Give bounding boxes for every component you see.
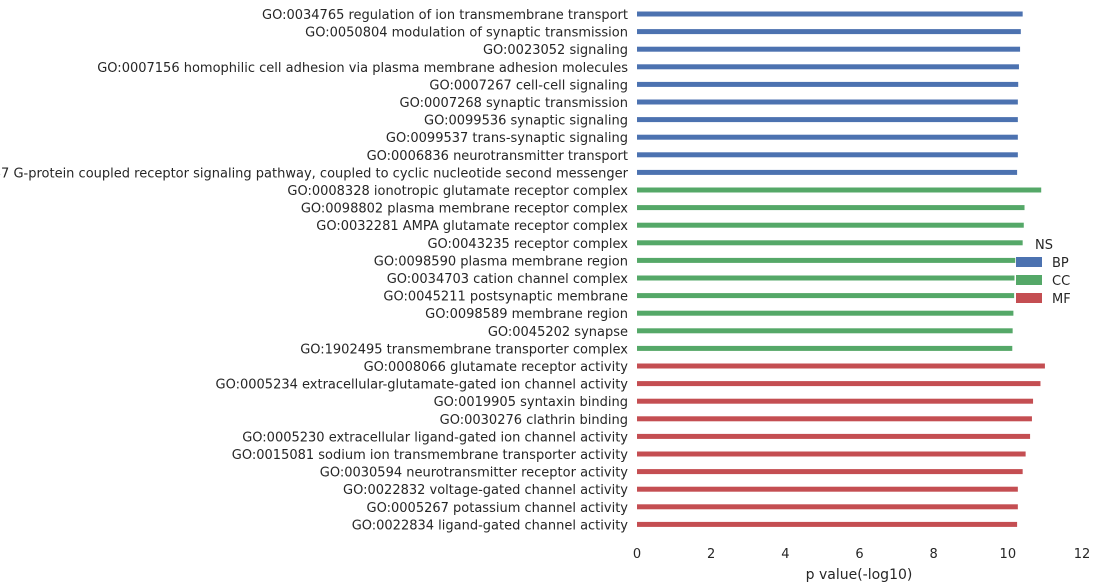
bars-layer bbox=[637, 11, 1045, 527]
bar bbox=[637, 451, 1026, 457]
bar bbox=[637, 117, 1018, 123]
category-label: GO:0007156 homophilic cell adhesion via … bbox=[97, 61, 628, 76]
bar bbox=[637, 134, 1018, 140]
bar bbox=[637, 433, 1031, 439]
legend-label: BP bbox=[1052, 256, 1069, 271]
bar bbox=[637, 381, 1041, 387]
legend-title: NS bbox=[1035, 238, 1053, 253]
bar bbox=[637, 169, 1018, 175]
bar bbox=[637, 310, 1014, 316]
x-tick-label: 10 bbox=[1000, 547, 1017, 562]
bar bbox=[637, 486, 1018, 492]
category-label: GO:0005234 extracellular-glutamate-gated… bbox=[216, 378, 629, 393]
category-label: GO:0008328 ionotropic glutamate receptor… bbox=[287, 184, 628, 199]
category-label: GO:1902495 transmembrane transporter com… bbox=[300, 342, 628, 357]
bar bbox=[637, 240, 1023, 246]
bar bbox=[637, 328, 1013, 334]
x-axis-label: p value(-log10) bbox=[806, 567, 913, 583]
bar bbox=[637, 11, 1023, 17]
legend-label: CC bbox=[1052, 274, 1070, 289]
category-label: GO:0099536 synaptic signaling bbox=[424, 114, 628, 129]
legend-swatch bbox=[1016, 275, 1042, 285]
x-tick-label: 8 bbox=[930, 547, 938, 562]
legend-swatch bbox=[1016, 257, 1042, 267]
category-label: GO:0007267 cell-cell signaling bbox=[429, 78, 628, 93]
bar bbox=[637, 46, 1021, 52]
bar bbox=[637, 416, 1032, 422]
category-label: GO:0015081 sodium ion transmembrane tran… bbox=[232, 448, 628, 463]
category-label: GO:0032281 AMPA glutamate receptor compl… bbox=[316, 219, 628, 234]
x-tick-label: 6 bbox=[855, 547, 863, 562]
bar bbox=[637, 275, 1015, 281]
x-axis-ticks: 0 2 4 6 8 10 12 bbox=[633, 547, 1090, 562]
legend-swatch bbox=[1016, 293, 1042, 303]
category-label: GO:0034765 regulation of ion transmembra… bbox=[262, 8, 628, 23]
bar bbox=[637, 152, 1018, 158]
legend-label: MF bbox=[1052, 292, 1071, 307]
x-tick-label: 4 bbox=[781, 547, 789, 562]
category-label: GO:0098589 membrane region bbox=[425, 307, 628, 322]
category-label: GO:0005267 potassium channel activity bbox=[367, 501, 629, 516]
bar bbox=[637, 99, 1018, 105]
bar bbox=[637, 29, 1021, 35]
category-label: GO:0030594 neurotransmitter receptor act… bbox=[320, 466, 629, 481]
bar bbox=[637, 64, 1019, 70]
bar bbox=[637, 504, 1018, 510]
category-label: GO:0045202 synapse bbox=[488, 325, 628, 340]
bar bbox=[637, 521, 1018, 527]
category-label: GO:0043235 receptor complex bbox=[427, 237, 628, 252]
x-tick-label: 2 bbox=[707, 547, 715, 562]
bar bbox=[637, 222, 1024, 228]
category-label: GO:0030276 clathrin binding bbox=[440, 413, 628, 428]
category-label: GO:0050804 modulation of synaptic transm… bbox=[305, 26, 628, 41]
category-label: GO:0098802 plasma membrane receptor comp… bbox=[301, 202, 628, 217]
category-label: GO:0099537 trans-synaptic signaling bbox=[386, 131, 628, 146]
category-label: GO:0007268 synaptic transmission bbox=[400, 96, 628, 111]
category-labels: GO:0034765 regulation of ion transmembra… bbox=[0, 8, 629, 533]
category-label: GO:0019905 syntaxin binding bbox=[434, 395, 628, 410]
x-tick-label: 0 bbox=[633, 547, 641, 562]
x-tick-label: 12 bbox=[1074, 547, 1091, 562]
legend-entries: BP CC MF bbox=[1016, 256, 1071, 307]
bar bbox=[637, 187, 1042, 193]
bar bbox=[637, 363, 1045, 369]
category-label: GO:0023052 signaling bbox=[483, 43, 628, 58]
category-label: GO:0006836 neurotransmitter transport bbox=[367, 149, 628, 164]
bar bbox=[637, 398, 1034, 404]
category-label: GO:0045211 postsynaptic membrane bbox=[383, 290, 628, 305]
bar bbox=[637, 81, 1019, 87]
bar bbox=[637, 469, 1023, 475]
category-label: GO:0098590 plasma membrane region bbox=[374, 254, 628, 269]
category-label: GO:0007187 G-protein coupled receptor si… bbox=[0, 166, 629, 181]
category-label: GO:0008066 glutamate receptor activity bbox=[364, 360, 629, 375]
bar bbox=[637, 293, 1015, 299]
category-label: GO:0034703 cation channel complex bbox=[387, 272, 629, 287]
bar bbox=[637, 345, 1013, 351]
bar bbox=[637, 205, 1025, 211]
category-label: GO:0022832 voltage-gated channel activit… bbox=[343, 483, 628, 498]
bar bbox=[637, 257, 1016, 263]
category-label: GO:0022834 ligand-gated channel activity bbox=[352, 518, 629, 533]
category-label: GO:0005230 extracellular ligand-gated io… bbox=[242, 430, 628, 445]
legend: NS BP CC MF bbox=[1016, 238, 1071, 307]
